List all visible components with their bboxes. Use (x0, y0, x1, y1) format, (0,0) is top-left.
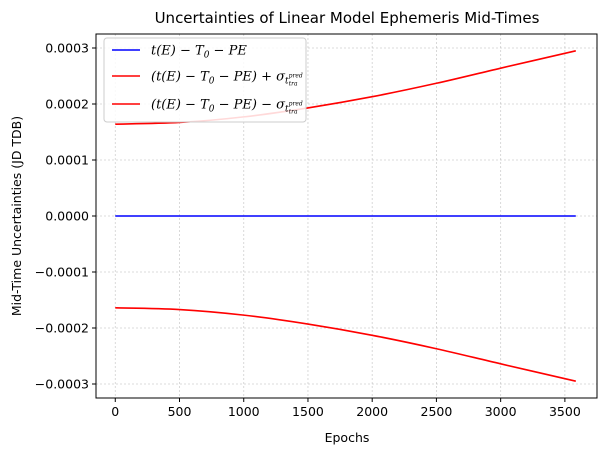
y-axis: 0.0003 0.0002 0.0001 0.0000 −0.0001 −0.0002 −0… (35, 41, 96, 392)
x-tick-label: 3000 (485, 404, 517, 419)
chart-title: Uncertainties of Linear Model Ephemeris … (155, 9, 540, 27)
x-tick-label: 0 (111, 404, 119, 419)
x-tick-label: 1500 (292, 404, 324, 419)
legend-box (103, 37, 307, 123)
y-tick-label: −0.0001 (35, 265, 89, 280)
series-line-2 (115, 307, 576, 382)
y-tick-label: −0.0003 (35, 377, 89, 392)
legend-label-0: t(E) − T0 − PE (151, 44, 247, 61)
x-axis-label: Epochs (325, 430, 370, 445)
x-tick-label: 3500 (549, 404, 581, 419)
y-tick-label: 0.0003 (45, 41, 89, 56)
x-tick-label: 2500 (421, 404, 453, 419)
y-tick-label: 0.0000 (45, 209, 89, 224)
legend-label-1: (t(E) − T0 − PE) + σtpred tra (151, 70, 303, 88)
legend: t(E) − T0 − PE (t(E) − T0 − PE) + σtpred t… (103, 37, 307, 123)
x-tick-label: 1000 (228, 404, 260, 419)
y-tick-label: 0.0001 (45, 153, 89, 168)
y-axis-label: Mid-Time Uncertainties (JD TDB) (9, 116, 24, 316)
x-axis: 0 500 1000 1500 2000 2500 3000 3500 (111, 398, 581, 419)
legend-label-2: (t(E) − T0 − PE) − σtpred tra (151, 98, 303, 116)
y-tick-label: 0.0002 (45, 97, 89, 112)
y-tick-label: −0.0002 (35, 321, 89, 336)
x-tick-label: 500 (168, 404, 192, 419)
x-tick-label: 2000 (356, 404, 388, 419)
